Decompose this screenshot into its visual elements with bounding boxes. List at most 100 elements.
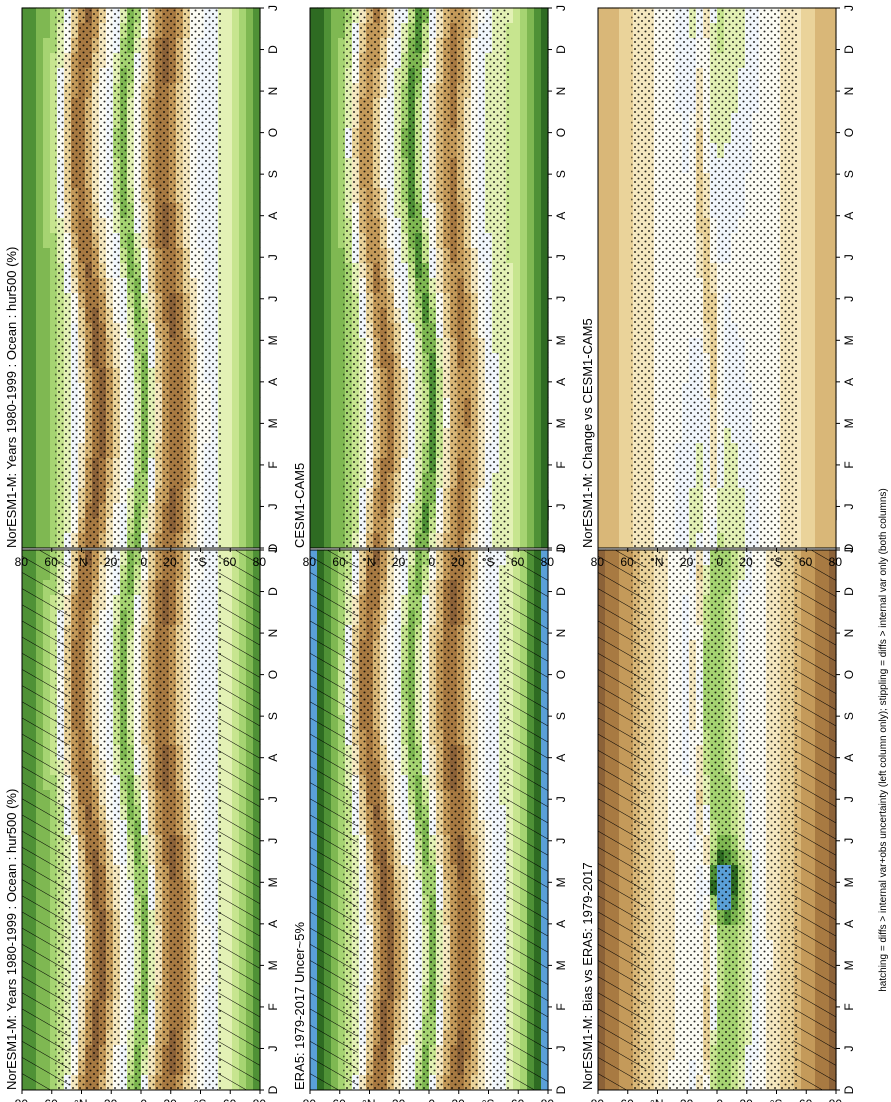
- field-cell: [239, 307, 247, 323]
- field-cell: [246, 472, 254, 488]
- y-tick-label: 60: [44, 555, 58, 569]
- field-cell: [520, 187, 528, 203]
- field-cell: [246, 22, 254, 38]
- field-cell: [331, 112, 339, 128]
- field-cell: [246, 142, 254, 158]
- field-cell: [29, 172, 37, 188]
- field-cell: [541, 247, 549, 263]
- x-tick-label: J: [266, 503, 280, 509]
- field-cell: [310, 202, 318, 218]
- field-cell: [232, 412, 240, 428]
- field-cell: [331, 232, 339, 248]
- field-cell: [36, 502, 44, 518]
- field-cell: [253, 112, 261, 128]
- x-tick-label: S: [554, 712, 568, 720]
- field-cell: [310, 472, 318, 488]
- stippling-overlay: [55, 550, 222, 1090]
- field-cell: [36, 142, 44, 158]
- field-cell: [22, 82, 30, 98]
- field-cell: [246, 517, 254, 533]
- x-tick-label: A: [266, 378, 280, 386]
- field-cell: [29, 52, 37, 68]
- x-tick-label: J: [554, 1045, 568, 1051]
- field-cell: [43, 202, 51, 218]
- field-cell: [232, 457, 240, 473]
- field-cell: [239, 337, 247, 353]
- field-cell: [513, 262, 521, 278]
- x-tick-label: M: [554, 877, 568, 887]
- field-cell: [43, 67, 51, 83]
- field-cell: [36, 127, 44, 143]
- field-cell: [317, 112, 325, 128]
- field-cell: [253, 442, 261, 458]
- field-cell: [541, 172, 549, 188]
- field-cell: [246, 112, 254, 128]
- field-cell: [534, 292, 542, 308]
- field-cell: [541, 157, 549, 173]
- y-tick-label: 60: [511, 1097, 525, 1102]
- field-cell: [331, 127, 339, 143]
- field-cell: [225, 397, 233, 413]
- field-cell: [513, 142, 521, 158]
- field-cell: [22, 382, 30, 398]
- field-cell: [225, 52, 233, 68]
- field-cell: [310, 307, 318, 323]
- field-cell: [29, 517, 37, 533]
- field-cell: [43, 247, 51, 263]
- field-cell: [324, 487, 332, 503]
- field-cell: [527, 112, 535, 128]
- field-cell: [43, 187, 51, 203]
- field-cell: [239, 487, 247, 503]
- field-cell: [520, 532, 528, 548]
- y-tick-label: °S: [482, 1097, 495, 1102]
- field-cell: [29, 442, 37, 458]
- field-cell: [43, 442, 51, 458]
- field-cell: [534, 502, 542, 518]
- field-cell: [317, 82, 325, 98]
- field-cell: [541, 307, 549, 323]
- field-cell: [310, 292, 318, 308]
- field-cell: [534, 157, 542, 173]
- field-cell: [43, 412, 51, 428]
- field-cell: [225, 472, 233, 488]
- field-cell: [527, 382, 535, 398]
- field-cell: [527, 217, 535, 233]
- field-cell: [324, 427, 332, 443]
- field-cell: [36, 232, 44, 248]
- field-cell: [534, 217, 542, 233]
- field-cell: [225, 97, 233, 113]
- x-tick-label: S: [266, 170, 280, 178]
- field-cell: [541, 487, 549, 503]
- field-cell: [317, 412, 325, 428]
- field-cell: [310, 352, 318, 368]
- field-cell: [324, 292, 332, 308]
- field-cell: [534, 322, 542, 338]
- field-cell: [43, 217, 51, 233]
- field-cell: [232, 202, 240, 218]
- field-cell: [534, 277, 542, 293]
- field-cell: [513, 382, 521, 398]
- field-cell: [534, 382, 542, 398]
- field-cell: [29, 7, 37, 23]
- field-cell: [225, 232, 233, 248]
- field-cell: [239, 397, 247, 413]
- field-cell: [253, 217, 261, 233]
- field-cell: [36, 112, 44, 128]
- field-cell: [520, 82, 528, 98]
- field-cell: [43, 517, 51, 533]
- field-cell: [534, 442, 542, 458]
- field-cell: [527, 292, 535, 308]
- field-cell: [310, 427, 318, 443]
- field-cell: [29, 472, 37, 488]
- field-cell: [29, 67, 37, 83]
- field-cell: [324, 412, 332, 428]
- field-cell: [541, 187, 549, 203]
- field-cell: [232, 262, 240, 278]
- field-cell: [43, 97, 51, 113]
- field-cell: [246, 457, 254, 473]
- field-cell: [36, 217, 44, 233]
- x-tick-label: J: [266, 254, 280, 260]
- field-cell: [527, 232, 535, 248]
- field-cell: [317, 517, 325, 533]
- field-cell: [513, 292, 521, 308]
